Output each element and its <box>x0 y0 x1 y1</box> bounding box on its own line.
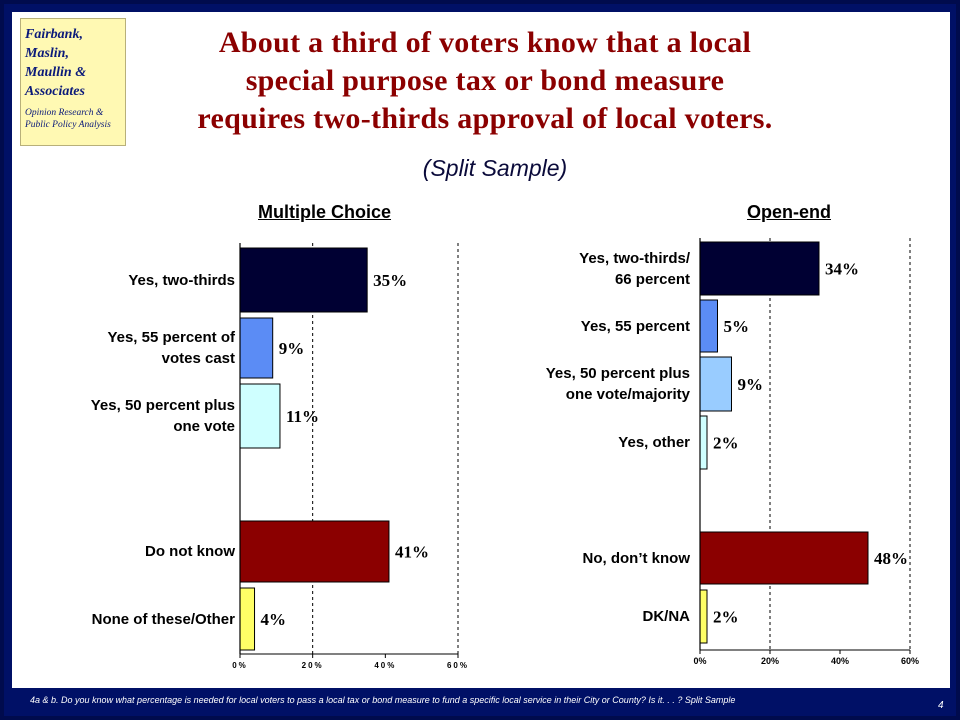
category-label-oe-2: Yes, 50 percent plus one vote/majority <box>545 365 690 403</box>
category-label-oe-5: DK/NA <box>642 608 691 625</box>
category-label-oe-4: No, don’t know <box>582 549 690 567</box>
x-tick-label-mc-3: 60% <box>447 661 469 670</box>
category-label-mc-4: None of these/Other <box>91 610 235 628</box>
bar-oe-5 <box>699 589 708 644</box>
slide-subtitle: (Split Sample) <box>422 155 568 181</box>
category-label-mc-3: Do not know <box>145 543 235 560</box>
x-tick-label-oe-3: 60% <box>901 656 919 666</box>
value-label-mc-1: 9% <box>279 339 305 358</box>
category-label-mc-1: Yes, 55 percent of votes cast <box>107 329 235 367</box>
value-label-mc-3: 41% <box>395 543 429 562</box>
bar-oe-3 <box>699 415 708 470</box>
bar-oe-1 <box>699 299 718 353</box>
value-label-mc-0: 35% <box>373 271 407 290</box>
value-label-oe-1: 5% <box>724 317 750 336</box>
footnote: 4a & b. Do you know what percentage is n… <box>30 695 736 705</box>
company-logo: Fairbank, Maslin, Maullin & Associates O… <box>20 18 126 146</box>
bar-oe-0 <box>699 241 820 296</box>
category-label-oe-3: Yes, other <box>618 434 690 451</box>
value-label-mc-2: 11% <box>286 407 319 426</box>
value-label-mc-4: 4% <box>261 610 287 629</box>
slide-frame: Fairbank, Maslin, Maullin & Associates O… <box>4 4 956 716</box>
category-label-oe-0: Yes, two-thirds/ 66 percent <box>579 249 690 288</box>
value-label-oe-3: 2% <box>713 434 739 453</box>
x-tick-label-oe-0: 0% <box>693 656 706 666</box>
x-tick-label-oe-1: 20% <box>761 656 779 666</box>
value-label-oe-0: 34% <box>825 260 859 279</box>
x-tick-label-mc-1: 20% <box>302 661 324 670</box>
x-tick-label-mc-2: 40% <box>374 661 396 670</box>
bar-oe-2 <box>699 356 732 412</box>
logo-name: Fairbank, Maslin, Maullin & Associates <box>25 27 87 99</box>
x-tick-label-mc-0: 0% <box>232 661 248 670</box>
bar-mc-3 <box>239 520 390 583</box>
category-label-mc-2: Yes, 50 percent plus one vote <box>90 397 235 435</box>
bar-mc-0 <box>239 247 368 313</box>
slide-title: About a third of voters know that a loca… <box>197 26 773 135</box>
bar-mc-1 <box>239 317 274 379</box>
category-label-mc-0: Yes, two-thirds <box>128 271 235 289</box>
value-label-oe-5: 2% <box>713 608 739 627</box>
logo-tagline: Opinion Research & Public Policy Analysi… <box>25 108 111 130</box>
bar-mc-2 <box>239 383 281 449</box>
value-label-oe-4: 48% <box>874 549 908 568</box>
value-label-oe-2: 9% <box>738 375 764 394</box>
category-label-oe-1: Yes, 55 percent <box>580 317 690 335</box>
bar-oe-4 <box>699 531 869 585</box>
chart-title-open-end: Open-end <box>747 202 831 222</box>
chart-title-multiple-choice: Multiple Choice <box>258 202 392 222</box>
bar-mc-4 <box>239 587 256 651</box>
x-tick-label-oe-2: 40% <box>831 656 849 666</box>
page-number: 4 <box>938 700 944 711</box>
